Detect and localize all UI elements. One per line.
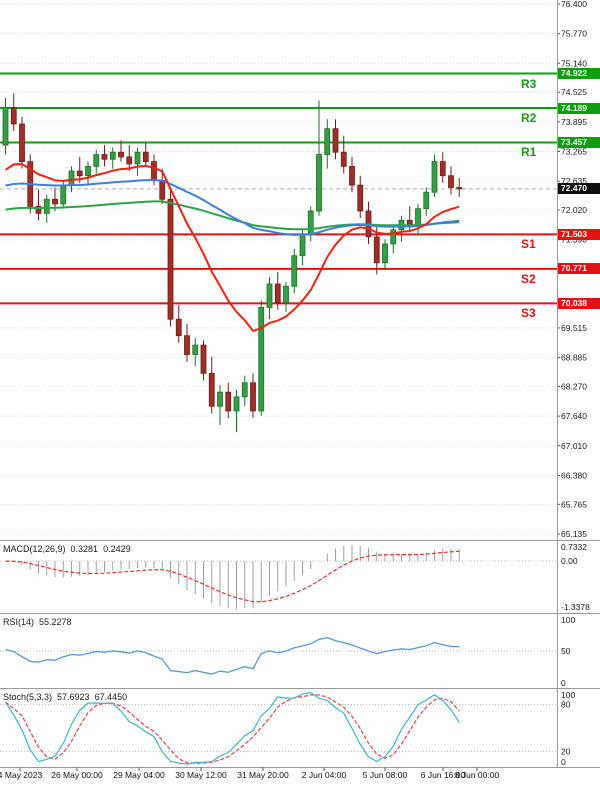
macd-axis-label: 0.7332 <box>561 542 587 552</box>
rsi-axis-label: 50 <box>561 646 571 656</box>
price-badge-r2: 74.189 <box>558 102 600 114</box>
price-tick-label: 65.135 <box>561 529 587 539</box>
macd-panel <box>0 545 557 609</box>
time-label: 8 Jun 00:00 <box>455 770 500 780</box>
rsi-label: RSI(14) 55.2278 <box>3 617 77 627</box>
level-label-r2: R2 <box>521 111 537 126</box>
macd-label: MACD(12,26,9) 0.3281 0.2429 <box>3 544 136 554</box>
time-label: 30 May 12:00 <box>175 770 227 780</box>
macd-signal-value: 0.2429 <box>103 544 131 554</box>
time-label: 4 May 2023 <box>0 770 42 780</box>
price-tick-label: 73.265 <box>561 146 587 156</box>
stoch-axis-label: 80 <box>561 700 571 710</box>
macd-axis-label: -1.3378 <box>561 602 590 612</box>
stoch-axis-label: 100 <box>561 690 575 700</box>
time-label: 6 Jun 16:00 <box>421 770 466 780</box>
time-label: 5 Jun 08:00 <box>363 770 408 780</box>
price-badge-r3: 74.922 <box>558 68 600 80</box>
rsi-line <box>5 636 460 675</box>
rsi-panel <box>0 636 557 675</box>
stoch-k-value: 57.6923 <box>57 692 90 702</box>
candlestick-series <box>2 93 463 433</box>
stoch-d-value: 67.4450 <box>94 692 128 702</box>
stoch-panel <box>0 692 557 765</box>
ma-medium-line <box>5 179 460 236</box>
price-tick-label: 68.885 <box>561 353 587 363</box>
price-tick-label: 66.380 <box>561 470 587 480</box>
time-label: 31 May 20:00 <box>237 770 289 780</box>
stoch-label: Stoch(5,3,3) 57.6923 67.4450 <box>3 692 132 702</box>
ma-slow-line <box>5 200 460 231</box>
rsi-axis-label: 100 <box>561 615 575 625</box>
macd-name: MACD(12,26,9) <box>3 544 66 554</box>
price-tick-label: 75.140 <box>561 58 587 68</box>
level-label-s1: S1 <box>521 237 536 252</box>
time-label: 26 May 00:00 <box>51 770 103 780</box>
price-tick-label: 73.895 <box>561 117 587 127</box>
level-label-s2: S2 <box>521 271 536 286</box>
macd-value: 0.3281 <box>70 544 99 554</box>
price-tick-label: 67.640 <box>561 411 587 421</box>
level-label-r3: R3 <box>521 76 537 91</box>
stoch-axis-label: 20 <box>561 746 571 756</box>
stoch-name: Stoch(5,3,3) <box>3 692 53 702</box>
stoch-k-line <box>4 692 460 765</box>
rsi-name: RSI(14) <box>3 617 35 627</box>
price-tick-label: 65.765 <box>561 499 587 509</box>
price-badge-r1: 73.457 <box>558 136 600 148</box>
ma-fast-line <box>4 163 460 332</box>
price-panel[interactable] <box>0 3 557 535</box>
price-badge-s3: 70.038 <box>558 297 600 309</box>
price-tick-label: 76.400 <box>561 0 587 9</box>
rsi-axis-label: 0 <box>561 678 566 688</box>
price-badge-s2: 70.771 <box>558 263 600 275</box>
price-tick-label: 75.770 <box>561 29 587 39</box>
time-label: 2 Jun 04:00 <box>302 770 347 780</box>
macd-signal-line <box>5 550 460 603</box>
stoch-axis-label: 0 <box>561 757 566 767</box>
level-label-s3: S3 <box>521 306 536 321</box>
macd-axis-label: 0.00 <box>561 556 578 566</box>
price-tick-label: 69.515 <box>561 323 587 333</box>
stoch-d-line <box>5 694 460 764</box>
level-label-r1: R1 <box>521 145 537 160</box>
price-tick-label: 74.525 <box>561 87 587 97</box>
price-tick-label: 67.010 <box>561 441 587 451</box>
price-tick-label: 72.635 <box>561 176 587 186</box>
price-badge-current: 72.470 <box>558 183 600 195</box>
price-badge-s1: 71.503 <box>558 228 600 240</box>
rsi-value: 55.2278 <box>39 617 72 627</box>
price-tick-label: 68.270 <box>561 382 587 392</box>
time-label: 29 May 04:00 <box>113 770 165 780</box>
price-tick-label: 72.020 <box>561 205 587 215</box>
